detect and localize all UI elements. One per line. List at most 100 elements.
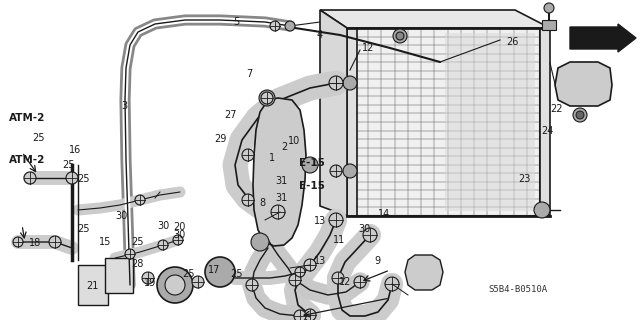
Text: 29: 29: [214, 134, 227, 144]
Polygon shape: [320, 10, 347, 216]
Circle shape: [393, 29, 407, 43]
Text: 24: 24: [541, 126, 554, 136]
Text: 26: 26: [506, 36, 518, 47]
Polygon shape: [555, 62, 612, 106]
Polygon shape: [253, 98, 306, 246]
Text: 27: 27: [224, 110, 237, 120]
Circle shape: [261, 92, 273, 104]
Circle shape: [158, 240, 168, 250]
Text: FR.: FR.: [596, 35, 617, 45]
Circle shape: [329, 76, 343, 90]
Circle shape: [285, 21, 295, 31]
Circle shape: [304, 309, 316, 320]
Text: 30: 30: [358, 224, 371, 234]
Circle shape: [13, 237, 23, 247]
Circle shape: [242, 149, 254, 161]
Text: 18: 18: [29, 238, 42, 248]
Circle shape: [332, 272, 344, 284]
Text: 11: 11: [333, 235, 346, 245]
Text: E-15: E-15: [300, 180, 325, 191]
Text: 23: 23: [518, 174, 531, 184]
Text: 19: 19: [144, 278, 157, 288]
Polygon shape: [405, 255, 443, 290]
Circle shape: [142, 272, 154, 284]
Circle shape: [66, 172, 78, 184]
Text: 13: 13: [314, 256, 326, 266]
Text: 25: 25: [230, 268, 243, 279]
Text: 16: 16: [69, 145, 82, 156]
Text: 25: 25: [32, 132, 45, 143]
Text: 3: 3: [122, 100, 128, 111]
Circle shape: [396, 32, 404, 40]
Text: 8: 8: [259, 198, 266, 208]
Text: 1: 1: [269, 153, 275, 164]
Bar: [445, 33, 535, 211]
Circle shape: [270, 21, 280, 31]
Circle shape: [544, 3, 554, 13]
Text: ATM-2: ATM-2: [9, 113, 45, 124]
Circle shape: [205, 257, 235, 287]
Text: 31: 31: [275, 176, 288, 186]
Circle shape: [330, 77, 342, 89]
Circle shape: [173, 235, 183, 245]
Text: 14: 14: [378, 209, 390, 220]
Text: 9: 9: [374, 256, 381, 266]
Circle shape: [165, 275, 185, 295]
Text: E-15: E-15: [300, 158, 325, 168]
Text: 20: 20: [173, 222, 186, 232]
Circle shape: [251, 233, 269, 251]
Circle shape: [304, 259, 316, 271]
Circle shape: [295, 267, 305, 277]
Text: 5: 5: [234, 17, 240, 28]
Text: 10: 10: [288, 136, 301, 146]
Polygon shape: [320, 10, 550, 28]
Text: 25: 25: [182, 268, 195, 279]
Text: 2: 2: [282, 142, 288, 152]
Circle shape: [246, 279, 258, 291]
Circle shape: [259, 90, 275, 106]
Text: 17: 17: [208, 265, 221, 276]
Bar: [540, 28, 550, 216]
Circle shape: [576, 111, 584, 119]
Circle shape: [343, 164, 357, 178]
Circle shape: [330, 165, 342, 177]
Text: 13: 13: [314, 216, 326, 226]
Circle shape: [192, 276, 204, 288]
Text: 30: 30: [115, 211, 128, 221]
Text: 25: 25: [62, 160, 75, 170]
Bar: [105, 258, 133, 293]
FancyArrow shape: [570, 24, 636, 52]
Circle shape: [271, 205, 285, 219]
Text: 25: 25: [77, 174, 90, 184]
Circle shape: [289, 274, 301, 286]
Text: 15: 15: [99, 236, 112, 247]
Circle shape: [329, 213, 343, 227]
Bar: [78, 265, 108, 305]
Circle shape: [534, 202, 550, 218]
Circle shape: [125, 249, 135, 259]
Circle shape: [135, 195, 145, 205]
Bar: [542, 20, 556, 30]
Text: 30: 30: [173, 230, 186, 240]
Circle shape: [573, 108, 587, 122]
Text: 22: 22: [550, 104, 563, 114]
Bar: [355, 28, 540, 216]
Circle shape: [343, 76, 357, 90]
Text: 7: 7: [246, 68, 253, 79]
Circle shape: [363, 228, 377, 242]
Text: 31: 31: [275, 193, 288, 204]
Circle shape: [294, 310, 306, 320]
Circle shape: [242, 194, 254, 206]
Text: S5B4-B0510A: S5B4-B0510A: [489, 285, 548, 294]
Text: 12: 12: [362, 43, 374, 53]
Text: ATM-2: ATM-2: [9, 155, 45, 165]
Text: 4: 4: [317, 30, 323, 40]
Text: 28: 28: [131, 259, 144, 269]
Circle shape: [24, 172, 36, 184]
Circle shape: [354, 276, 366, 288]
Text: 25: 25: [77, 224, 90, 234]
Text: 30: 30: [157, 220, 170, 231]
Text: 12: 12: [339, 276, 352, 287]
Circle shape: [157, 267, 193, 303]
Bar: [347, 28, 357, 216]
